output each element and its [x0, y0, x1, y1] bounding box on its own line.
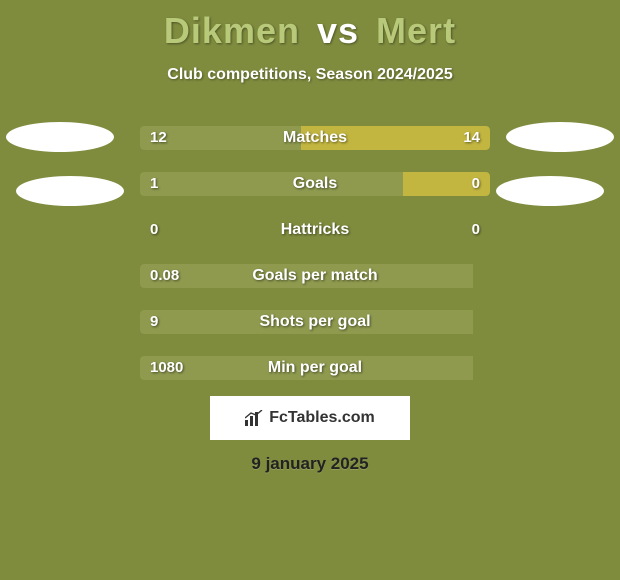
stat-label: Shots per goal — [140, 310, 490, 334]
stat-label: Min per goal — [140, 356, 490, 380]
stat-row: 10Goals — [140, 172, 490, 196]
subtitle: Club competitions, Season 2024/2025 — [0, 66, 620, 84]
stat-label: Hattricks — [140, 218, 490, 242]
attribution-badge: FcTables.com — [210, 396, 410, 440]
stat-bars-container: 1214Matches 10Goals 00Hattricks 0.08Goals p… — [140, 126, 490, 402]
stat-label: Matches — [140, 126, 490, 150]
title: Dikmen vs Mert — [0, 0, 620, 52]
player1-avatar-body — [16, 176, 124, 206]
player2-avatar-head — [506, 122, 614, 152]
player1-name: Dikmen — [164, 10, 300, 51]
stat-row: 1080Min per goal — [140, 356, 490, 380]
player2-avatar-body — [496, 176, 604, 206]
stat-row: 00Hattricks — [140, 218, 490, 242]
stat-row: 0.08Goals per match — [140, 264, 490, 288]
comparison-card: Dikmen vs Mert Club competitions, Season… — [0, 0, 620, 580]
stat-row: 1214Matches — [140, 126, 490, 150]
date-text: 9 january 2025 — [0, 454, 620, 474]
stat-label: Goals — [140, 172, 490, 196]
vs-text: vs — [317, 10, 359, 51]
chart-icon — [245, 410, 263, 426]
stat-row: 9Shots per goal — [140, 310, 490, 334]
player1-avatar-head — [6, 122, 114, 152]
stat-label: Goals per match — [140, 264, 490, 288]
attribution-text: FcTables.com — [269, 409, 375, 427]
player2-name: Mert — [376, 10, 456, 51]
